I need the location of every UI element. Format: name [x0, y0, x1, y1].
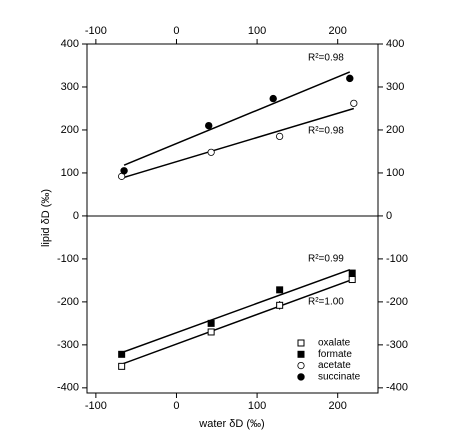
x-tick-label-top: 100 [248, 25, 266, 37]
y-tick-label-right: -100 [386, 253, 408, 265]
fit-line [121, 278, 353, 365]
marker [346, 74, 354, 83]
x-tick-label: 0 [173, 400, 179, 412]
legend-marker [297, 373, 305, 381]
marker [207, 148, 215, 156]
r-squared-label: R²=1.00 [308, 297, 344, 308]
fit-line [123, 71, 351, 166]
marker [207, 328, 215, 336]
legend-marker [297, 339, 305, 347]
marker [120, 167, 128, 175]
y-tick-label: 0 [73, 210, 79, 222]
r-squared-label: R²=0.98 [308, 126, 344, 137]
marker [118, 350, 126, 358]
x-tick-label: 200 [329, 400, 347, 412]
y-tick-label-right: 0 [386, 210, 392, 222]
y-tick-label: 200 [61, 124, 79, 136]
marker [276, 301, 284, 309]
legend-label: succinate [318, 372, 361, 383]
marker [269, 94, 277, 103]
legend-label: acetate [318, 360, 351, 371]
legend-label: formate [318, 349, 352, 360]
r-squared-label: R²=0.99 [308, 254, 344, 265]
legend-marker [297, 350, 305, 358]
y-tick-label: -100 [57, 253, 79, 265]
marker [276, 132, 284, 141]
x-tick-label: -100 [85, 400, 107, 412]
x-tick-label-top: 200 [329, 25, 347, 37]
marker [118, 362, 126, 370]
y-axis-label: lipid δD (‰) [40, 189, 52, 247]
y-tick-label: 400 [61, 38, 79, 50]
x-axis-label: water δD (‰) [198, 418, 264, 430]
x-tick-label-top: 0 [173, 25, 179, 37]
y-tick-label: 100 [61, 167, 79, 179]
marker [348, 276, 356, 284]
y-tick-label-right: 100 [386, 167, 404, 179]
x-tick-label-top: -100 [85, 25, 107, 37]
y-tick-label-right: 400 [386, 38, 404, 50]
r-squared-label: R²=0.98 [308, 53, 344, 64]
marker [350, 99, 358, 107]
marker [276, 286, 284, 294]
plot-frame [86, 43, 379, 394]
y-tick-label-right: -200 [386, 296, 408, 308]
y-tick-label-right: -300 [386, 339, 408, 351]
marker [207, 319, 215, 327]
y-tick-label: 300 [61, 81, 79, 93]
y-tick-label-right: -400 [386, 382, 408, 394]
y-tick-label: -300 [57, 339, 79, 351]
marker [205, 121, 213, 130]
fit-line [121, 107, 355, 179]
y-tick-label: -400 [57, 382, 79, 394]
legend-marker [297, 361, 305, 370]
y-tick-label-right: 300 [386, 81, 404, 93]
legend-label: oxalate [318, 338, 351, 349]
marker [348, 269, 356, 277]
y-tick-label: -200 [57, 296, 79, 308]
x-tick-label: 100 [248, 400, 266, 412]
y-tick-label-right: 200 [386, 124, 404, 136]
fit-line [121, 268, 351, 354]
